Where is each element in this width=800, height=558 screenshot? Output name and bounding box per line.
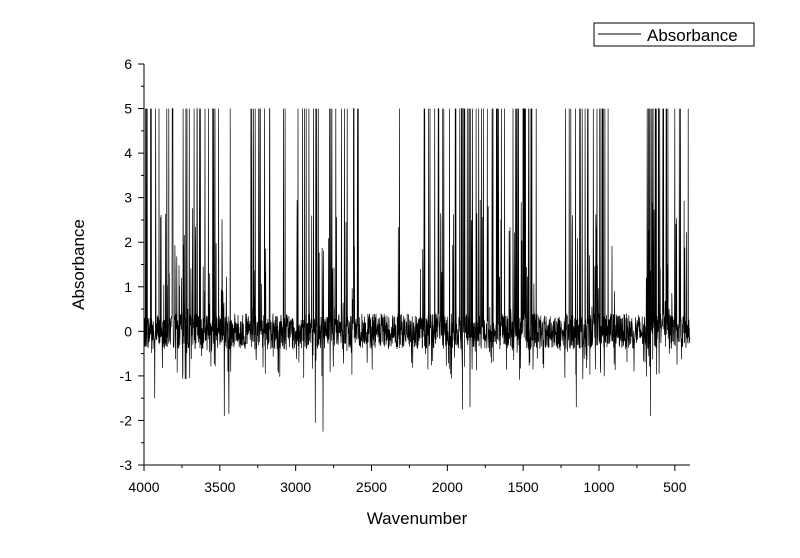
y-tick-label: 2 — [124, 234, 132, 250]
x-tick-label: 2500 — [356, 479, 387, 495]
y-tick-label: -2 — [120, 412, 133, 428]
y-tick-label: -3 — [120, 457, 133, 473]
legend-box — [593, 22, 755, 47]
x-axis-title: Wavenumber — [367, 509, 468, 528]
x-tick-label: 3500 — [204, 479, 235, 495]
x-tick-label: 500 — [663, 479, 687, 495]
y-tick-label: 3 — [124, 190, 132, 206]
x-tick-label: 1500 — [508, 479, 539, 495]
x-tick-label: 1000 — [583, 479, 614, 495]
y-tick-label: 4 — [124, 145, 132, 161]
y-tick-label: -1 — [120, 368, 133, 384]
y-axis-title: Absorbance — [69, 219, 88, 310]
y-tick-label: 1 — [124, 279, 132, 295]
legend-label: Absorbance — [647, 26, 738, 45]
x-tick-label: 3000 — [280, 479, 311, 495]
series-line-absorbance — [143, 108, 691, 432]
ticks: -3 -2 -1 0 1 2 3 4 5 6 4000 3500 3000 2500 2000 1500 100… — [120, 56, 687, 495]
y-tick-label: 5 — [124, 101, 132, 117]
plot-area — [143, 108, 691, 432]
legend: Absorbance — [593, 22, 755, 47]
y-tick-label: 0 — [124, 323, 132, 339]
x-tick-label: 2000 — [432, 479, 463, 495]
x-tick-label: 4000 — [128, 479, 159, 495]
y-tick-label: 6 — [124, 56, 132, 72]
